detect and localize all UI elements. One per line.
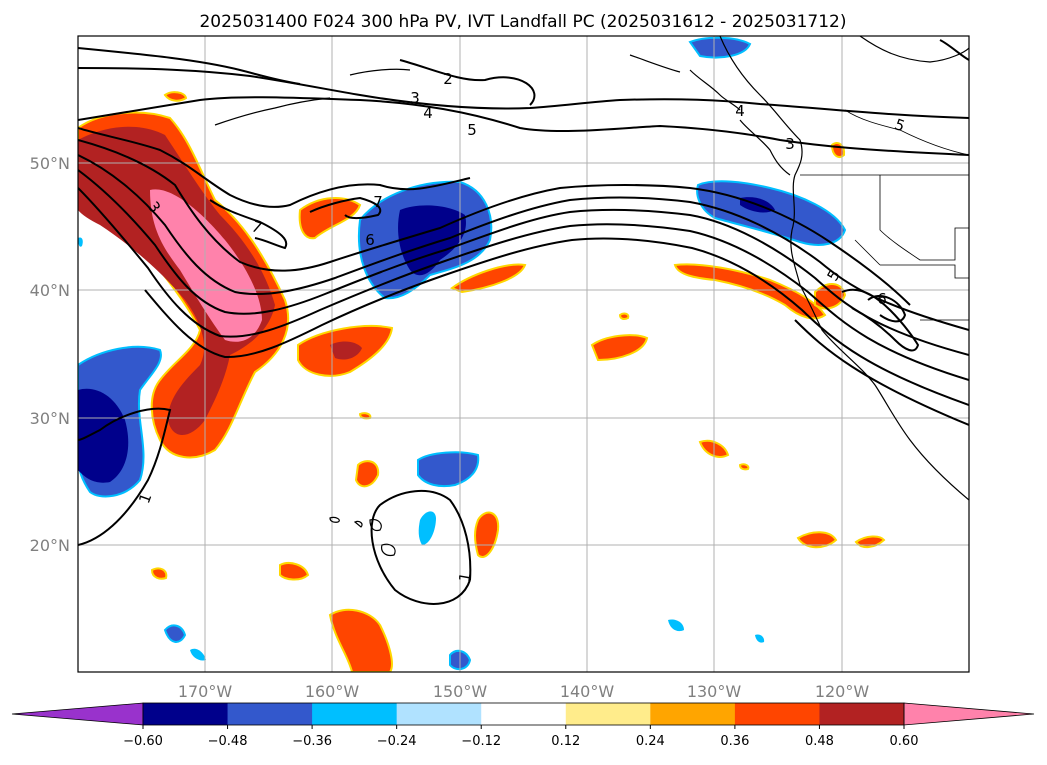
coastlines: [214, 36, 969, 557]
colorbar-outline: [142, 702, 905, 726]
contour-label: 3: [785, 135, 795, 153]
colorbar-segment: [565, 703, 651, 725]
map-area: 1 1 2 3 3 3 4 4 5 5 5 6 6 7 7: [78, 36, 969, 672]
colorbar-segment: [312, 703, 398, 725]
colorbar-segment: [734, 703, 820, 725]
latitude-ticks: 20°N 30°N 40°N 50°N: [30, 154, 70, 555]
gridlines: [78, 36, 969, 672]
contour-label: 1: [455, 571, 474, 584]
colorbar-tick-label: 0.48: [805, 734, 834, 749]
colorbar-tick-label: −0.36: [292, 734, 332, 749]
contour-label: 7: [373, 193, 383, 211]
colorbar-tick-label: −0.24: [377, 734, 417, 749]
lon-tick-label: 170°W: [178, 682, 233, 701]
map-title: 2025031400 F024 300 hPa PV, IVT Landfall…: [199, 12, 846, 32]
colorbar-segment: [481, 703, 567, 725]
colorbar-segment: [819, 703, 905, 725]
contour-label: 5: [467, 121, 477, 139]
lon-tick-label: 130°W: [687, 682, 742, 701]
lat-tick-label: 30°N: [30, 409, 70, 428]
lat-tick-label: 50°N: [30, 154, 70, 173]
colorbar-segment: [143, 703, 229, 725]
contour-label: 3: [410, 89, 420, 107]
contour-label: 6: [365, 231, 375, 249]
colorbar-segment: [396, 703, 482, 725]
colorbar-tick-label: 0.24: [636, 734, 665, 749]
lon-tick-label: 150°W: [433, 682, 488, 701]
political-borders: [800, 109, 969, 321]
lon-tick-label: 140°W: [560, 682, 615, 701]
lon-tick-label: 160°W: [305, 682, 360, 701]
colorbar-extend-low: [11, 702, 144, 726]
colorbar-tick-label: −0.12: [461, 734, 501, 749]
map-frame: [77, 35, 970, 673]
colorbar-tick-label: 0.36: [720, 734, 749, 749]
longitude-ticks: 170°W 160°W 150°W 140°W 130°W 120°W: [178, 682, 870, 701]
contour-label: 2: [443, 70, 453, 88]
lat-tick-label: 20°N: [30, 536, 70, 555]
colorbar-tick-label: 0.60: [890, 734, 919, 749]
colorbar-extend-high: [903, 702, 1035, 726]
colorbar-tick-label: 0.12: [551, 734, 580, 749]
contour-label: 4: [423, 104, 433, 122]
colorbar-tick-label: −0.48: [208, 734, 248, 749]
colorbar-segment: [650, 703, 736, 725]
pv-contours: [78, 39, 969, 605]
lon-tick-label: 120°W: [815, 682, 870, 701]
colorbar: −0.60 −0.48 −0.36 −0.24 −0.12 0.12 0.24 0.36 0.4…: [11, 702, 1035, 749]
colorbar-tick-label: −0.60: [123, 734, 163, 749]
colorbar-segment: [227, 703, 313, 725]
contour-label: 6: [877, 290, 887, 308]
contour-label: 4: [735, 102, 745, 120]
lat-tick-label: 40°N: [30, 281, 70, 300]
